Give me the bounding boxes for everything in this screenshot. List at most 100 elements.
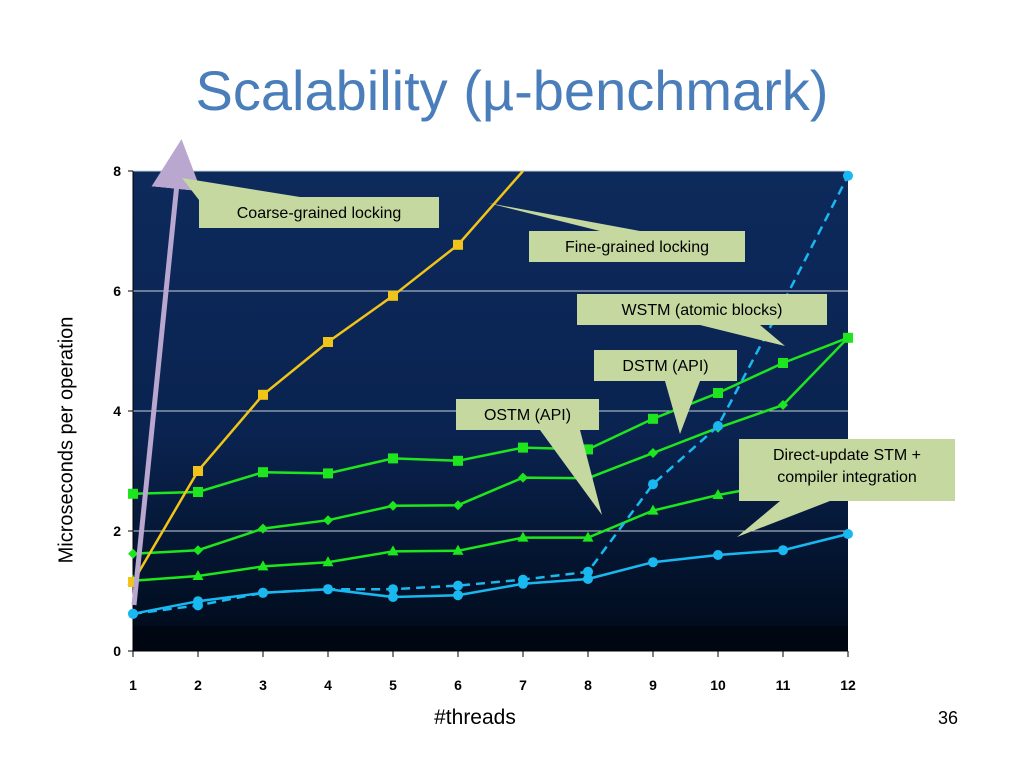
- callout-label: Direct-update STM + compiler integration: [773, 447, 921, 486]
- data-point: [258, 587, 268, 598]
- callout: DSTM (API): [594, 350, 737, 434]
- page-number: 36: [938, 708, 959, 728]
- data-point: [128, 608, 138, 619]
- data-point: [388, 584, 398, 595]
- data-point: [843, 170, 853, 181]
- data-point: [388, 592, 398, 602]
- series-line: [132, 336, 849, 556]
- data-point: [388, 500, 398, 511]
- data-point: [518, 442, 528, 453]
- y-tick-label: 8: [113, 163, 121, 179]
- data-point: [713, 388, 723, 398]
- data-point: [258, 523, 268, 534]
- x-tick-label: 1: [129, 677, 137, 693]
- callout-label-line: Direct-update STM +: [773, 447, 921, 464]
- series-5: [128, 529, 853, 619]
- data-point: [452, 544, 464, 555]
- data-point: [843, 529, 853, 539]
- x-tick-label: 9: [649, 677, 657, 693]
- data-point: [322, 556, 334, 567]
- data-point: [518, 472, 528, 483]
- data-point: [648, 557, 658, 568]
- data-point: [712, 489, 724, 499]
- y-tick-label: 2: [113, 523, 121, 539]
- callout-box: [529, 231, 745, 262]
- x-tick-label: 10: [710, 677, 726, 693]
- data-point: [193, 487, 203, 497]
- data-point: [453, 580, 463, 591]
- data-point: [778, 400, 788, 410]
- callout-label: OSTM (API): [484, 407, 571, 424]
- callout: Fine-grained locking: [488, 203, 745, 262]
- data-point: [128, 577, 138, 587]
- x-tick-label: 6: [454, 677, 462, 693]
- data-point: [258, 389, 268, 400]
- callout-label: Fine-grained locking: [565, 239, 709, 256]
- series-line: [132, 336, 849, 496]
- series-layer: [127, 139, 854, 619]
- x-tick-label: 11: [776, 677, 791, 693]
- y-tick-label: 0: [113, 643, 121, 659]
- data-point: [648, 479, 658, 490]
- callout-box: [739, 439, 955, 501]
- data-point: [843, 332, 853, 343]
- data-point: [453, 500, 463, 511]
- data-point: [647, 504, 659, 515]
- scalability-arrow: [131, 139, 202, 606]
- x-tick-label: 5: [389, 677, 397, 693]
- y-tick-label: 4: [113, 403, 121, 419]
- callout-box: [456, 399, 599, 430]
- series-line: [132, 532, 849, 616]
- x-tick-label: 8: [584, 677, 592, 693]
- data-point: [778, 545, 788, 556]
- data-point: [583, 574, 593, 584]
- callout-box: [577, 294, 827, 325]
- data-point: [193, 545, 203, 556]
- data-point: [518, 578, 528, 589]
- data-point: [453, 239, 463, 250]
- data-point: [388, 453, 398, 464]
- data-point: [192, 570, 204, 580]
- callout-pointer: [488, 203, 640, 231]
- data-point: [453, 590, 463, 601]
- data-point: [323, 515, 333, 526]
- callout-pointer: [737, 501, 830, 537]
- data-point: [517, 531, 529, 542]
- callout-pointer: [665, 381, 700, 434]
- callout: WSTM (atomic blocks): [577, 294, 827, 346]
- callout-label: WSTM (atomic blocks): [622, 302, 783, 319]
- series-line: [132, 462, 849, 583]
- data-point: [323, 468, 333, 479]
- data-point: [778, 358, 788, 368]
- callout: Coarse-grained locking: [182, 178, 439, 228]
- data-point: [323, 337, 333, 347]
- series-2: [128, 332, 853, 499]
- data-point: [258, 467, 268, 478]
- data-point: [387, 545, 399, 556]
- data-point: [583, 566, 593, 577]
- callout-layer: Coarse-grained locking Fine-grained locki…: [182, 178, 955, 537]
- x-tick-label: 7: [519, 677, 527, 693]
- data-point: [128, 548, 138, 559]
- data-point: [388, 290, 398, 301]
- data-point: [323, 584, 333, 595]
- data-point: [257, 560, 269, 571]
- x-axis-label: #threads: [434, 706, 516, 729]
- x-tick-label: 12: [840, 677, 856, 693]
- series-0: [128, 170, 524, 587]
- y-tick-label: 6: [113, 283, 121, 299]
- data-point: [453, 455, 463, 466]
- data-point: [128, 488, 138, 499]
- y-axis-label: Microseconds per operation: [55, 316, 78, 564]
- callout-label: DSTM (API): [622, 358, 708, 375]
- data-point: [583, 444, 593, 455]
- callout-pointer: [700, 325, 785, 346]
- x-tick-label: 2: [194, 677, 202, 693]
- x-tick-label: 4: [324, 677, 332, 693]
- data-point: [713, 421, 723, 431]
- data-point: [193, 596, 203, 607]
- data-point: [582, 531, 594, 542]
- data-point: [648, 413, 658, 424]
